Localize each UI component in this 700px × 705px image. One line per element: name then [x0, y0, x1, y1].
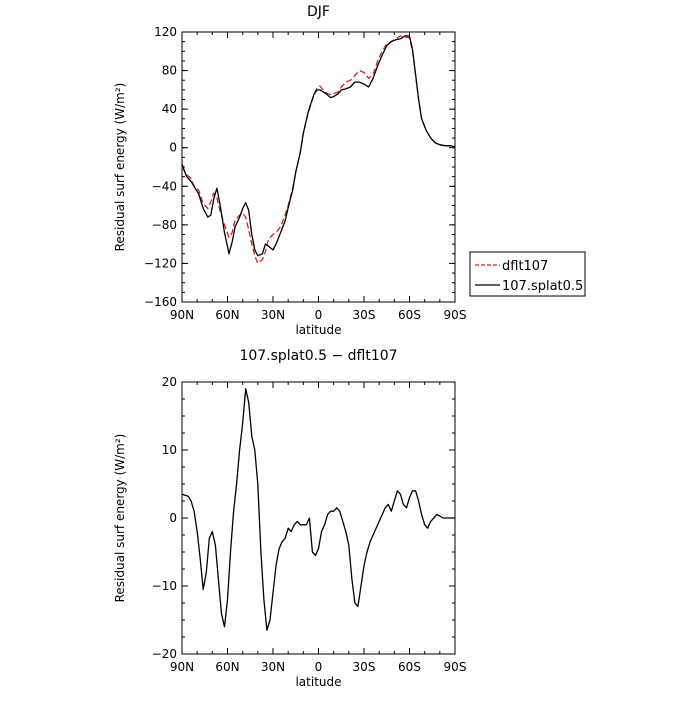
y-tick-label: 120: [154, 25, 177, 39]
x-tick-label: 30N: [261, 660, 285, 674]
y-tick-label: −40: [152, 179, 177, 193]
plot-frame: [181, 381, 456, 655]
y-tick-label: −80: [152, 218, 177, 232]
x-tick-label: 30S: [353, 660, 376, 674]
legend: dflt107 107.splat0.5: [469, 251, 586, 297]
chart-title: 107.splat0.5 − dflt107: [239, 348, 397, 364]
x-tick-label: 30S: [353, 308, 376, 322]
y-axis-label: Residual surf energy (W/m²): [113, 83, 127, 252]
y-tick-label: 40: [162, 102, 177, 116]
x-tick-label: 60N: [215, 660, 239, 674]
y-tick-label: 80: [162, 64, 177, 78]
y-tick-label: 0: [169, 511, 177, 525]
x-tick-label: 90S: [444, 660, 467, 674]
top-chart-djf: DJF 90N 60N 30N 0 30S 60S 90S −160 −120 −80 −40 0 40 8…: [113, 4, 586, 337]
y-tick-label: 0: [169, 141, 177, 155]
series-line-107-splat0-5: [181, 35, 456, 257]
y-tick-label: −120: [144, 256, 177, 270]
y-tick-label: 20: [162, 375, 177, 389]
series-line-0: [181, 388, 455, 631]
x-tick-label: 90N: [170, 308, 194, 322]
legend-label: 107.splat0.5: [502, 279, 583, 294]
series-line-dflt107: [181, 35, 456, 265]
y-axis-label: Residual surf energy (W/m²): [113, 434, 127, 603]
x-tick-label: 30N: [261, 308, 285, 322]
x-tick-label: 60S: [398, 308, 421, 322]
x-tick-label: 90N: [170, 660, 194, 674]
bottom-chart-difference: 107.splat0.5 − dflt107 90N 60N 30N 0 30S 60S 90…: [113, 348, 466, 689]
x-axis-label: latitude: [295, 675, 341, 689]
x-axis-label: latitude: [295, 323, 341, 337]
y-tick-label: −10: [152, 579, 177, 593]
plot-frame: [181, 31, 456, 303]
x-tick-label: 60S: [398, 660, 421, 674]
legend-label: dflt107: [502, 259, 548, 274]
y-tick-label: 10: [162, 443, 177, 457]
y-tick-label: −20: [152, 647, 177, 661]
x-tick-label: 0: [315, 308, 323, 322]
legend-box: [469, 251, 586, 297]
y-tick-label: −160: [144, 295, 177, 309]
chart-title: DJF: [307, 4, 330, 20]
x-tick-label: 0: [315, 660, 323, 674]
x-tick-label: 60N: [215, 308, 239, 322]
x-tick-label: 90S: [444, 308, 467, 322]
